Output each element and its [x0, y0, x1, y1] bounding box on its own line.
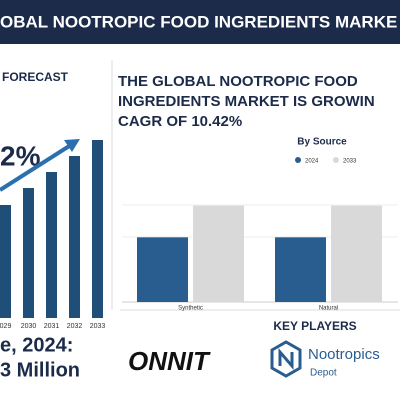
- banner: [0, 0, 400, 44]
- chart-title: By Source: [297, 137, 347, 148]
- bar: [331, 205, 382, 302]
- headline: INGREDIENTS MARKET IS GROWIN: [118, 93, 375, 110]
- legend-swatch: [295, 157, 301, 163]
- banner-title: OBAL NOOTROPIC FOOD INGREDIENTS MARKE: [0, 12, 397, 31]
- legend-label: 2033: [343, 159, 357, 165]
- legend-swatch: [333, 157, 339, 163]
- company-logo: ONNIT: [128, 346, 211, 376]
- x-tick-label: 2032: [67, 323, 83, 330]
- headline: CAGR OF 10.42%: [118, 113, 242, 130]
- bar: [69, 156, 80, 318]
- arrow-head: [64, 139, 80, 152]
- headline: THE GLOBAL NOOTROPIC FOOD: [118, 73, 358, 90]
- x-tick-label: 2031: [44, 323, 60, 330]
- legend-label: 2024: [305, 159, 319, 165]
- x-tick-label: Natural: [319, 306, 338, 312]
- company-icon: [270, 340, 302, 378]
- company-logo: Nootropics: [308, 346, 380, 363]
- x-tick-label: 2033: [90, 323, 106, 330]
- x-tick-label: Synthetic: [178, 306, 203, 312]
- forecast-label: FORECAST: [2, 70, 69, 84]
- bar: [92, 140, 103, 318]
- company-logo-sub: Depot: [310, 368, 337, 379]
- bar: [193, 205, 244, 302]
- bar: [137, 237, 188, 302]
- x-tick-label: 2030: [21, 323, 37, 330]
- bar: [275, 237, 326, 302]
- bar: [46, 172, 57, 318]
- x-tick-label: 029: [0, 323, 11, 330]
- market-value: 3 Million: [0, 359, 80, 381]
- bar: [23, 188, 34, 318]
- market-label: e, 2024:: [0, 334, 73, 356]
- key-players-title: KEY PLAYERS: [273, 319, 356, 333]
- growth-arrow: [0, 141, 76, 192]
- bar: [0, 205, 11, 318]
